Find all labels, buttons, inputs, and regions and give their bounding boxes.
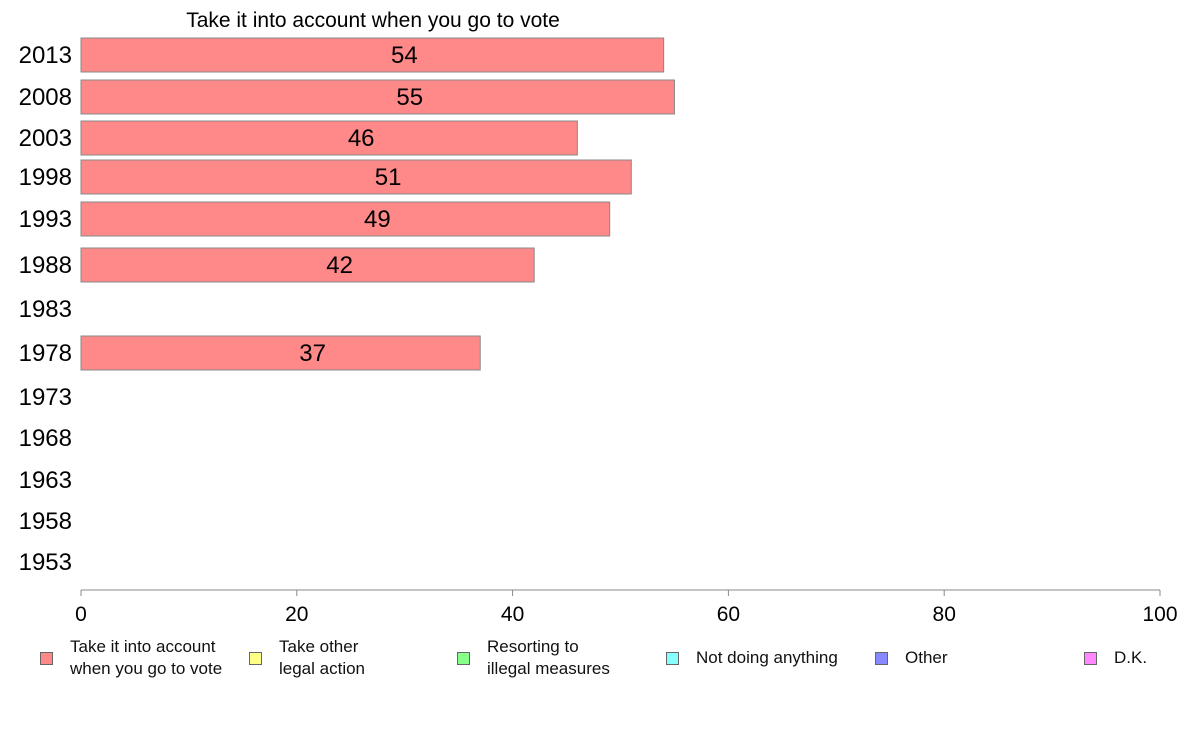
y-axis-labels: 2013 2008 2003 1998 1993 1988 1983 1978 1973 1968… [19,42,72,576]
bar [80,79,675,115]
legend-swatch [875,652,888,665]
x-tick-label: 100 [1142,603,1177,626]
bar-data-label: 49 [364,206,391,233]
bar [80,201,611,237]
bar-data-label: 46 [348,125,375,152]
legend-label: D.K. [1114,648,1148,667]
x-axis: 0 20 40 60 80 100 [75,589,1178,626]
legend-swatch [457,652,470,665]
bar [80,159,632,195]
y-tick-label: 1993 [19,206,72,233]
y-tick-label: 2013 [19,42,72,69]
legend-item: Take other legal action [249,636,365,680]
x-tick-label: 0 [75,603,87,626]
legend: Take it into account when you go to vote… [0,636,1188,696]
legend-item: Other [875,636,948,669]
y-tick-label: 1998 [19,164,72,191]
legend-swatch [40,652,53,665]
y-tick-label: 1978 [19,340,72,367]
y-tick-label: 1958 [19,508,72,535]
y-tick-label: 1953 [19,549,72,576]
bar [80,247,535,283]
bar [80,37,665,73]
bar-data-label: 54 [391,42,418,69]
y-tick-label: 1968 [19,425,72,452]
y-tick-label: 2008 [19,84,72,111]
y-tick-label: 1983 [19,296,72,323]
bar-data-label: 37 [299,340,326,367]
legend-item: Not doing anything [666,636,838,669]
y-tick-label: 1973 [19,384,72,411]
legend-swatch [1084,652,1097,665]
x-tick-label: 20 [285,603,308,626]
legend-item: Resorting to illegal measures [457,636,610,680]
legend-swatch [249,652,262,665]
bar [80,120,578,156]
x-tick-label: 40 [501,603,524,626]
legend-label: Resorting to illegal measures [487,637,610,678]
legend-label: Take it into account when you go to vote [70,637,223,678]
legend-item: D.K. [1084,636,1147,669]
y-tick-label: 1988 [19,252,72,279]
bar-data-label: 51 [375,164,402,191]
chart-title: Take it into account when you go to vote [186,9,560,32]
x-tick-label: 60 [717,603,740,626]
legend-label: Not doing anything [696,648,838,667]
legend-label: Other [905,648,948,667]
bar-data-label: 42 [326,252,353,279]
legend-label: Take other legal action [279,637,366,678]
legend-item: Take it into account when you go to vote [40,636,222,680]
y-tick-label: 1963 [19,467,72,494]
y-tick-label: 2003 [19,125,72,152]
bar-data-label: 55 [396,84,423,111]
legend-swatch [666,652,679,665]
bar [80,335,481,371]
x-tick-label: 80 [933,603,956,626]
